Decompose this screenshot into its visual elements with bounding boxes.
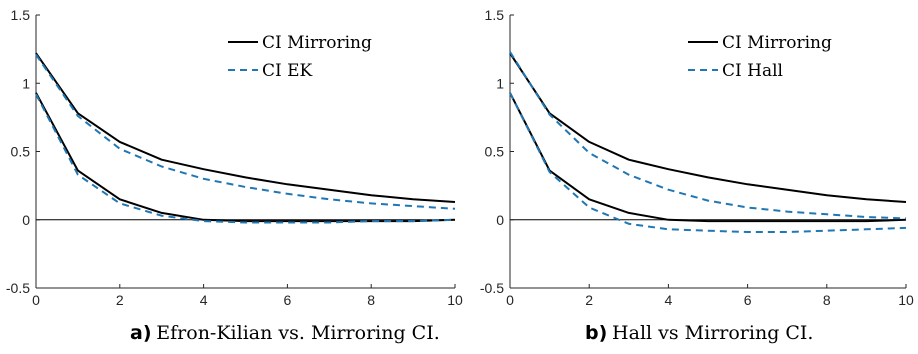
panel-a-ytick-label: 0.5: [11, 144, 31, 160]
panel-b-xtick-label: 2: [585, 292, 593, 308]
panel-b-xtick-label: 0: [506, 292, 514, 308]
panel-a-legend-label-ci-ek: CI EK: [262, 61, 313, 81]
panel-a-ci-mirroring-lower-line: [35, 92, 456, 223]
caption-a-tag: a): [130, 322, 152, 344]
panel-a-xtick-label: 6: [284, 292, 292, 308]
panel-b-xtick-label: 4: [665, 292, 673, 308]
panel-b-legend-label-ci-mirroring: CI Mirroring: [722, 33, 832, 53]
panel-a-xtick-label: 10: [447, 292, 463, 308]
caption-b: b) Hall vs Mirroring CI.: [585, 322, 813, 345]
panel-b-ci-mirroring-lower-line: [509, 92, 907, 223]
panel-b-ytick-label: 0: [496, 212, 504, 228]
panel-a-ytick-label: 0: [22, 212, 30, 228]
panel-a-ytick-label: 1: [22, 75, 30, 91]
panel-b-ci-hall-lower-line: [509, 92, 907, 233]
panel-b-xtick-label: 8: [823, 292, 831, 308]
panel-a-xtick-label: 0: [32, 292, 40, 308]
panel-a-ci-ek-upper-line: [35, 54, 456, 210]
panel-b-ci-mirroring-upper-line: [509, 52, 907, 203]
panel-a-xtick-label: 8: [367, 292, 375, 308]
panel-a-ytick-label: 1.5: [11, 7, 31, 23]
panel-a-ci-ek-lower-line: [35, 93, 456, 224]
panel-b-xtick-label: 10: [898, 292, 914, 308]
caption-a: a) Efron-Kilian vs. Mirroring CI.: [130, 322, 440, 345]
caption-b-tag: b): [585, 322, 608, 344]
panel-a-xtick-label: 2: [116, 292, 124, 308]
panel-a-ytick-label: -0.5: [6, 280, 30, 296]
panel-b-legend-label-ci-hall: CI Hall: [722, 61, 783, 81]
panel-a-ci-mirroring-upper-line: [35, 52, 456, 203]
panel-b-xtick-label: 6: [744, 292, 752, 308]
panel-b-ytick-label: 1: [496, 75, 504, 91]
panel-b-ytick-label: -0.5: [480, 280, 504, 296]
panel-b-ytick-label: 1.5: [485, 7, 505, 23]
panel-b-ci-hall-upper-line: [509, 51, 907, 220]
panel-a-xtick-label: 4: [200, 292, 208, 308]
panel-a-legend-label-ci-mirroring: CI Mirroring: [262, 33, 372, 53]
caption-a-text: Efron-Kilian vs. Mirroring CI.: [156, 322, 440, 344]
panel-b-ytick-label: 0.5: [485, 144, 505, 160]
caption-b-text: Hall vs Mirroring CI.: [612, 322, 814, 344]
